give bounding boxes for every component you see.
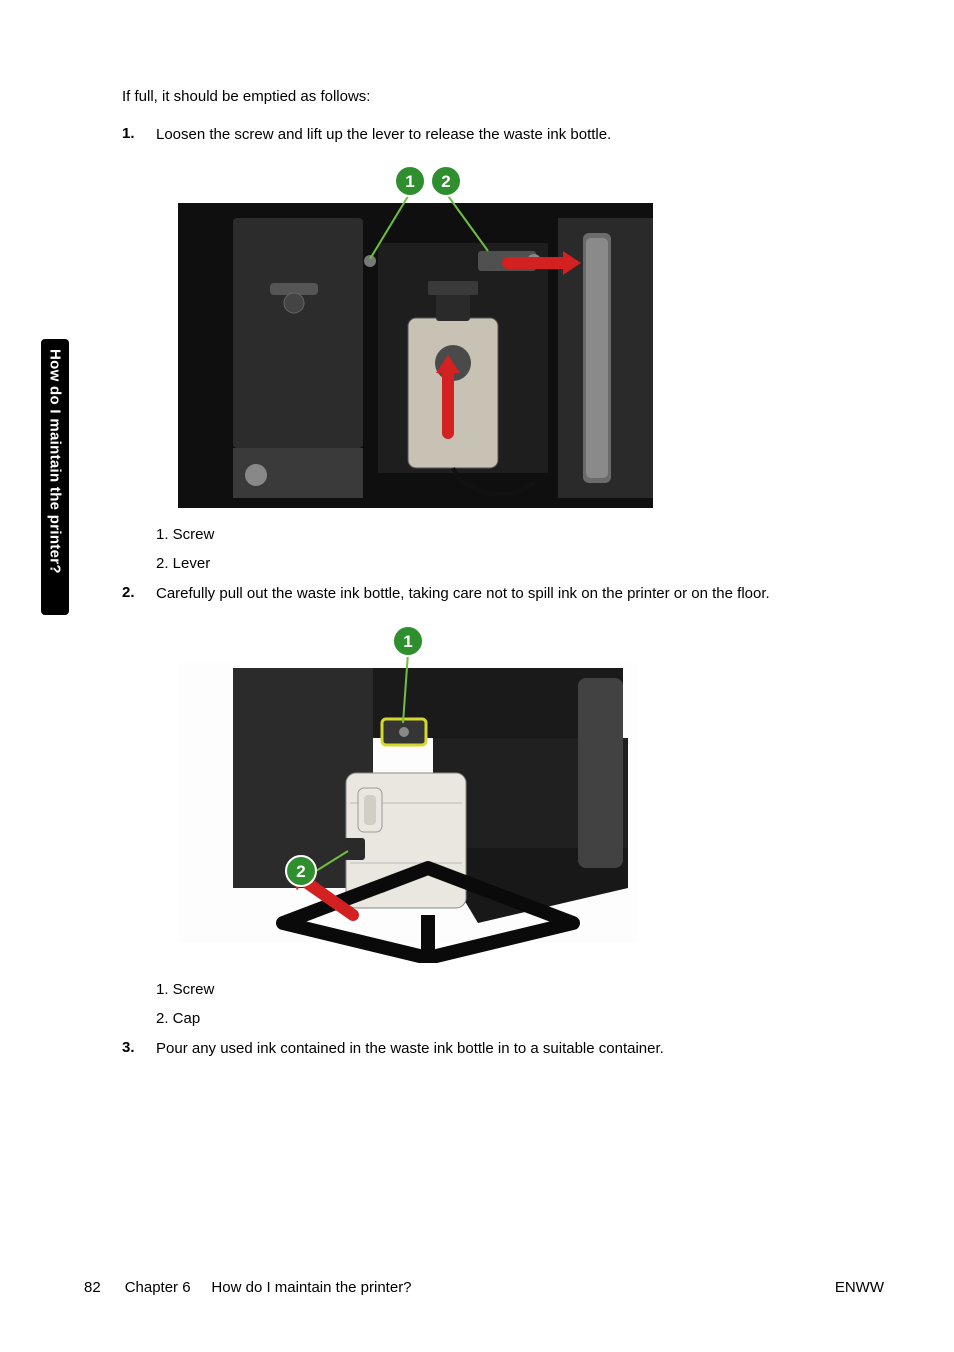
content-area: If full, it should be emptied as follows… [122, 88, 882, 1071]
legend-item: 1. Screw [156, 981, 882, 998]
legend-item: 1. Screw [156, 526, 882, 543]
step-2-text: Carefully pull out the waste ink bottle,… [156, 584, 882, 604]
figure-1-svg: 12 [178, 163, 653, 508]
page: How do I maintain the printer? If full, … [0, 0, 954, 1352]
step-3-text: Pour any used ink contained in the waste… [156, 1039, 882, 1059]
page-footer: 82 Chapter 6 How do I maintain the print… [84, 1279, 884, 1296]
figure-2-svg: 12 [178, 623, 638, 963]
legend-item: 2. Cap [156, 1010, 882, 1027]
page-number: 82 [84, 1279, 101, 1296]
intro-text: If full, it should be emptied as follows… [122, 88, 882, 105]
footer-left: 82 Chapter 6 How do I maintain the print… [84, 1279, 412, 1296]
svg-text:1: 1 [403, 632, 412, 651]
footer-title: How do I maintain the printer? [211, 1279, 411, 1296]
step-2: 2. Carefully pull out the waste ink bott… [122, 584, 882, 604]
step-1-text: Loosen the screw and lift up the lever t… [156, 125, 882, 145]
footer-right: ENWW [835, 1279, 884, 1296]
step-2-number: 2. [122, 584, 156, 604]
sidebar-tab-label: How do I maintain the printer? [47, 349, 64, 574]
figure-1: 12 [178, 163, 882, 508]
svg-text:2: 2 [441, 172, 450, 191]
figure-1-legend: 1. Screw 2. Lever [156, 526, 882, 572]
step-3-number: 3. [122, 1039, 156, 1059]
step-1-number: 1. [122, 125, 156, 145]
svg-text:2: 2 [296, 862, 305, 881]
step-3: 3. Pour any used ink contained in the wa… [122, 1039, 882, 1059]
step-1: 1. Loosen the screw and lift up the leve… [122, 125, 882, 145]
footer-chapter: Chapter 6 [125, 1279, 191, 1296]
sidebar-tab: How do I maintain the printer? [41, 339, 69, 615]
figure-2-legend: 1. Screw 2. Cap [156, 981, 882, 1027]
figure-2: 12 [178, 623, 882, 963]
svg-text:1: 1 [405, 172, 414, 191]
legend-item: 2. Lever [156, 555, 882, 572]
